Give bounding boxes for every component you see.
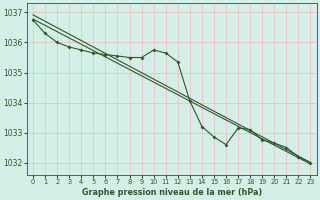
X-axis label: Graphe pression niveau de la mer (hPa): Graphe pression niveau de la mer (hPa): [82, 188, 262, 197]
